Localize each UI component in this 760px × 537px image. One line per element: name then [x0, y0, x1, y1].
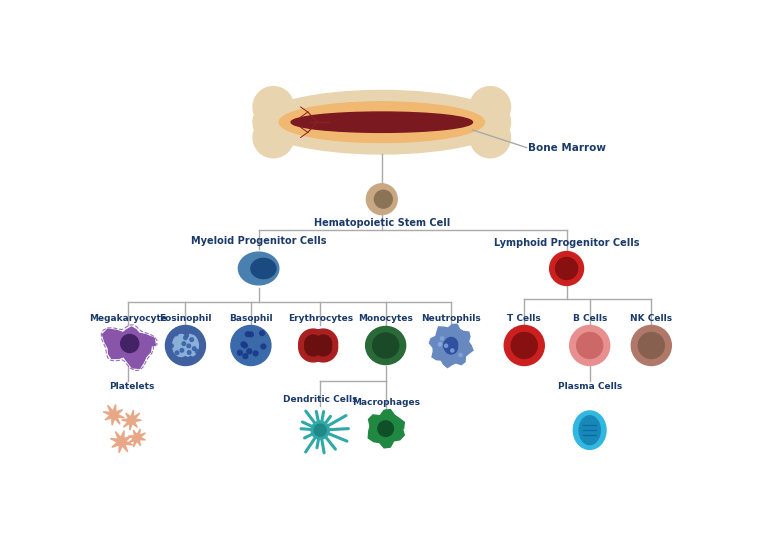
Circle shape	[439, 343, 442, 346]
Circle shape	[249, 332, 253, 337]
Circle shape	[638, 332, 664, 359]
Circle shape	[241, 342, 245, 347]
Circle shape	[577, 332, 603, 359]
Circle shape	[445, 337, 458, 350]
Circle shape	[299, 329, 328, 358]
Circle shape	[187, 344, 191, 347]
Ellipse shape	[173, 335, 189, 357]
Text: Hematopoietic Stem Cell: Hematopoietic Stem Cell	[314, 219, 450, 228]
Circle shape	[253, 102, 293, 142]
Circle shape	[309, 333, 337, 362]
Circle shape	[632, 325, 671, 366]
Text: Dendritic Cells: Dendritic Cells	[283, 395, 357, 404]
Circle shape	[470, 86, 511, 127]
Text: Neutrophils: Neutrophils	[421, 314, 481, 323]
Circle shape	[375, 190, 392, 208]
Circle shape	[451, 349, 454, 352]
Polygon shape	[128, 429, 145, 447]
Circle shape	[253, 351, 258, 356]
Circle shape	[459, 353, 462, 357]
Text: Bone Marrow: Bone Marrow	[528, 143, 606, 153]
Circle shape	[174, 332, 178, 336]
Polygon shape	[110, 431, 133, 453]
Circle shape	[549, 251, 584, 286]
Ellipse shape	[372, 333, 399, 358]
Circle shape	[188, 351, 191, 354]
Circle shape	[190, 338, 194, 342]
Circle shape	[182, 342, 185, 345]
Circle shape	[315, 335, 331, 352]
Circle shape	[299, 333, 328, 362]
Ellipse shape	[291, 112, 473, 132]
Circle shape	[231, 325, 271, 366]
Circle shape	[195, 350, 199, 353]
Circle shape	[261, 344, 266, 349]
Circle shape	[305, 339, 321, 356]
Circle shape	[309, 329, 337, 358]
Circle shape	[570, 325, 610, 366]
Circle shape	[253, 117, 293, 158]
Text: Megakaryocyte: Megakaryocyte	[89, 314, 166, 323]
Text: Basophil: Basophil	[229, 314, 273, 323]
Circle shape	[192, 330, 195, 334]
Ellipse shape	[256, 90, 507, 154]
Circle shape	[556, 257, 578, 279]
Circle shape	[445, 341, 458, 354]
Circle shape	[245, 332, 250, 337]
Circle shape	[237, 350, 242, 355]
Ellipse shape	[579, 416, 600, 445]
Circle shape	[444, 339, 456, 352]
Ellipse shape	[251, 258, 276, 279]
Text: Plasma Cells: Plasma Cells	[558, 382, 622, 391]
Polygon shape	[122, 410, 141, 430]
Circle shape	[441, 337, 444, 340]
Circle shape	[445, 344, 448, 347]
Polygon shape	[103, 404, 125, 425]
Polygon shape	[369, 410, 404, 448]
Circle shape	[185, 333, 188, 337]
Circle shape	[470, 117, 511, 158]
Circle shape	[445, 339, 458, 352]
Circle shape	[305, 335, 321, 352]
Ellipse shape	[279, 102, 484, 142]
Circle shape	[121, 335, 139, 352]
Ellipse shape	[182, 335, 198, 357]
Circle shape	[180, 349, 184, 352]
Ellipse shape	[366, 326, 406, 365]
Circle shape	[314, 424, 326, 436]
Circle shape	[439, 343, 442, 346]
Text: T Cells: T Cells	[508, 314, 541, 323]
Ellipse shape	[573, 411, 606, 449]
Circle shape	[470, 102, 511, 142]
Text: Erythrocytes: Erythrocytes	[287, 314, 353, 323]
Circle shape	[504, 325, 544, 366]
Text: Lymphoid Progenitor Cells: Lymphoid Progenitor Cells	[494, 238, 639, 249]
Text: Myeloid Progenitor Cells: Myeloid Progenitor Cells	[191, 236, 326, 246]
Circle shape	[311, 421, 329, 439]
Circle shape	[260, 331, 264, 336]
Circle shape	[253, 86, 293, 127]
Circle shape	[192, 347, 196, 351]
Text: NK Cells: NK Cells	[630, 314, 673, 323]
Circle shape	[247, 349, 252, 354]
Text: Macrophages: Macrophages	[352, 398, 420, 407]
Polygon shape	[429, 324, 473, 367]
Circle shape	[378, 421, 394, 437]
Circle shape	[184, 336, 187, 339]
Circle shape	[242, 343, 247, 348]
Text: Eosinophil: Eosinophil	[159, 314, 212, 323]
Text: Monocytes: Monocytes	[358, 314, 413, 323]
Circle shape	[176, 351, 179, 354]
Text: Platelets: Platelets	[109, 382, 154, 391]
Polygon shape	[103, 327, 155, 368]
Circle shape	[366, 184, 397, 215]
Circle shape	[243, 354, 248, 359]
Circle shape	[166, 325, 205, 366]
Circle shape	[188, 357, 192, 360]
Circle shape	[511, 332, 537, 359]
Circle shape	[169, 344, 173, 347]
Ellipse shape	[239, 252, 279, 285]
Circle shape	[315, 339, 331, 356]
Text: B Cells: B Cells	[572, 314, 607, 323]
